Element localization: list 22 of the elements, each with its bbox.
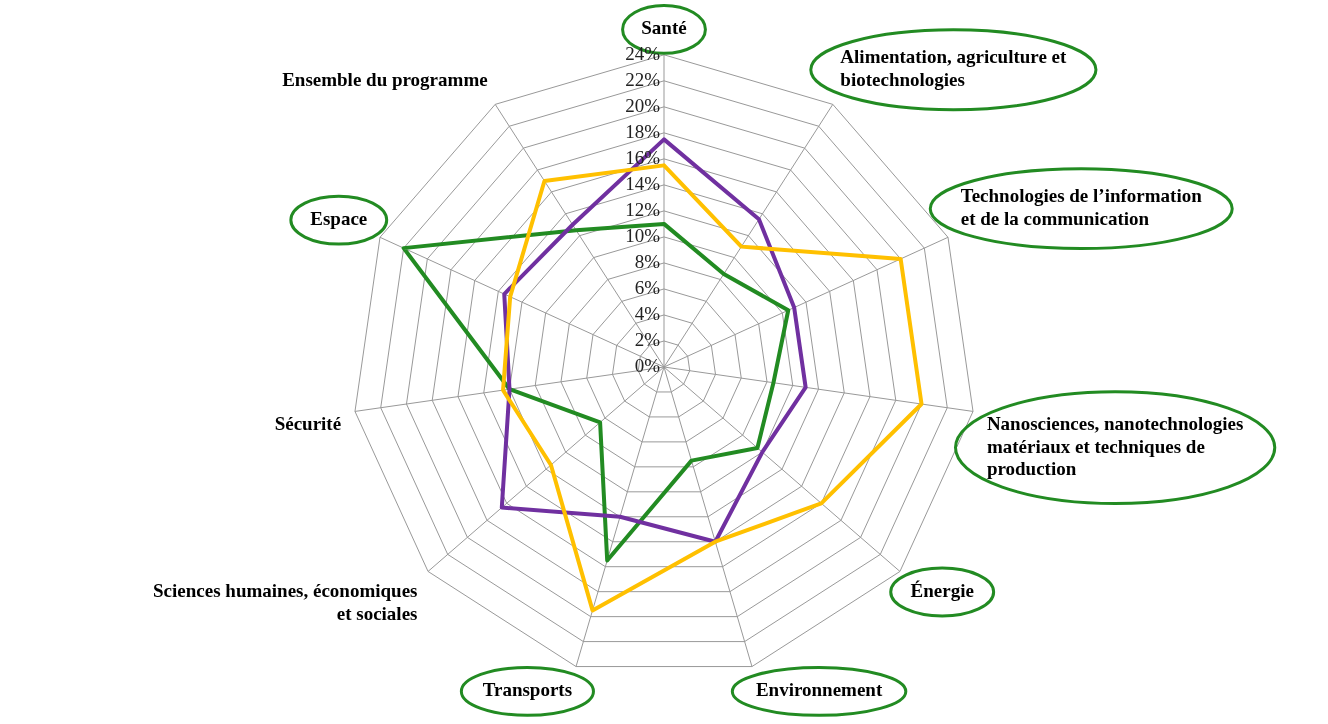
spoke-label: Environnement: [755, 679, 883, 701]
y-tick-label: 2%: [634, 328, 661, 350]
y-tick-label: 20%: [625, 94, 661, 116]
y-tick-label: 4%: [634, 302, 661, 324]
spoke-label: Sécurité: [274, 412, 342, 434]
y-tick-label: 18%: [625, 120, 661, 142]
spoke-label: Transports: [482, 679, 573, 701]
spoke-label: Ensemble du programme: [282, 69, 488, 91]
y-tick-label: 0%: [634, 354, 661, 376]
spoke-label: Énergie: [910, 579, 974, 601]
spoke-label: Alimentation, agriculture et biotechnologies: [840, 46, 1068, 91]
spoke-label: Sciences humaines, économiques et sociales: [153, 579, 418, 624]
y-tick-label: 6%: [634, 276, 661, 298]
y-tick-label: 14%: [625, 172, 661, 194]
spoke-label: Santé: [641, 17, 687, 39]
spoke-label: Technologies de l’information et de la communication: [960, 185, 1203, 229]
y-tick-label: 22%: [625, 68, 661, 90]
spoke-label: Espace: [310, 208, 368, 229]
spoke-label: Nanosciences, nanotechnologies matériaux et techniques de production: [986, 412, 1244, 480]
y-tick-label: 8%: [634, 250, 661, 272]
y-tick-label: 12%: [625, 198, 661, 220]
y-tick-label: 10%: [625, 224, 661, 246]
